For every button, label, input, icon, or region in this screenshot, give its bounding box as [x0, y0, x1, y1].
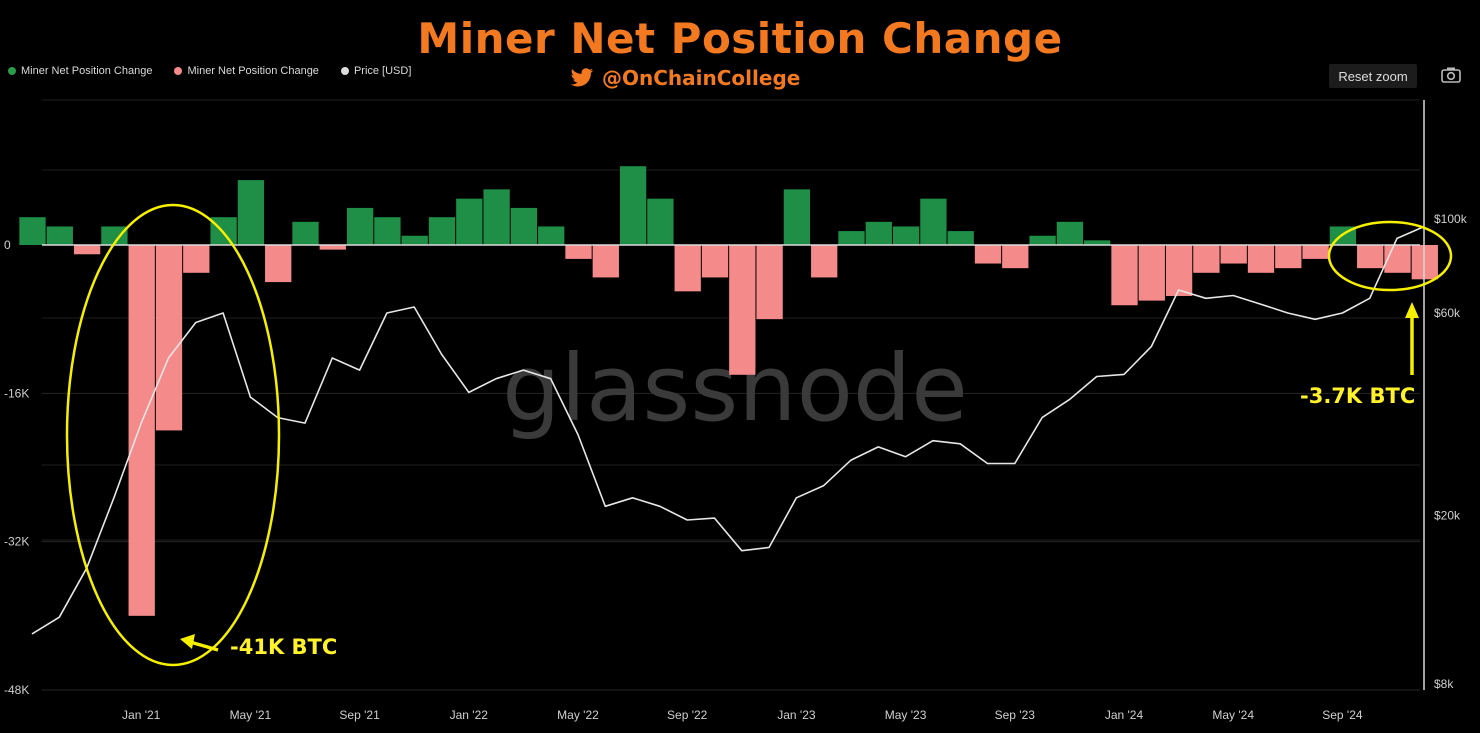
twitter-bird-icon [570, 68, 594, 87]
annotation-left: -41K BTC [230, 635, 337, 659]
bar [592, 245, 619, 278]
bar [619, 166, 647, 245]
x-tick: May '21 [230, 708, 272, 722]
bar [319, 245, 346, 250]
bar [1275, 245, 1302, 269]
x-tick: Sep '22 [667, 708, 708, 722]
bar [1084, 240, 1111, 245]
bar [510, 207, 538, 245]
x-tick: May '24 [1212, 708, 1254, 722]
y-axis-right: $100k $60k $20k $8k [1434, 212, 1468, 691]
arrow-up-icon [1405, 302, 1419, 375]
bar [538, 226, 565, 245]
bar [46, 226, 73, 245]
legend-dot-icon [8, 67, 16, 75]
bar [1247, 245, 1275, 273]
bar [1411, 245, 1438, 280]
bars-group [19, 166, 1438, 616]
bar [292, 221, 319, 245]
bar [265, 245, 292, 283]
legend-dot-icon [340, 67, 349, 75]
highlight-ellipse-left [65, 203, 281, 667]
x-tick: Jan '24 [1105, 708, 1144, 722]
bar [565, 245, 592, 259]
y-right-tick: $20k [1434, 508, 1461, 522]
bar [19, 217, 46, 245]
annotation-right: -3.7K BTC [1300, 384, 1415, 408]
bar [974, 245, 1002, 264]
x-axis: Jan '21 May '21 Sep '21 Jan '22 May '22 Sep '… [122, 708, 1363, 722]
bar [647, 198, 674, 245]
twitter-handle: @OnChainCollege [570, 66, 800, 90]
bar [783, 189, 811, 245]
bar [865, 221, 892, 245]
reset-zoom-button[interactable]: Reset zoom [1329, 64, 1417, 88]
legend-dot-icon [174, 67, 183, 75]
bar [483, 189, 510, 245]
y-right-tick: $60k [1434, 306, 1461, 320]
bar [1302, 245, 1329, 259]
bar [401, 235, 428, 245]
legend-item-negative[interactable]: Miner Net Position Change [174, 65, 319, 77]
bar [674, 245, 701, 292]
bar [729, 245, 756, 375]
y-right-tick: $100k [1434, 212, 1468, 226]
y-right-tick: $8k [1434, 677, 1454, 691]
bar [128, 245, 155, 616]
bar [1220, 245, 1247, 264]
y-left-tick: -32K [4, 535, 29, 549]
bar [1357, 245, 1384, 269]
legend-label: Miner Net Position Change [21, 65, 153, 77]
bar [346, 207, 374, 245]
legend-item-price[interactable]: Price [USD] [340, 65, 412, 77]
x-tick: Jan '21 [122, 708, 161, 722]
legend-label: Miner Net Position Change [187, 65, 319, 77]
y-axis-left: 0 -16K -32K -48K [4, 238, 29, 697]
bar [1138, 245, 1165, 301]
chart-legend: Miner Net Position Change Miner Net Posi… [8, 65, 411, 77]
bar [701, 245, 729, 278]
x-tick: May '23 [885, 708, 927, 722]
bar [947, 231, 974, 245]
y-left-tick: -16K [4, 386, 29, 400]
x-tick: Sep '21 [339, 708, 380, 722]
bar [1002, 245, 1029, 269]
bar [101, 226, 128, 245]
highlight-ellipse-right [1327, 220, 1453, 292]
bar [920, 198, 947, 245]
y-left-tick: -48K [4, 683, 29, 697]
x-tick: May '22 [557, 708, 599, 722]
bar [237, 180, 265, 245]
bar [1029, 235, 1056, 245]
bar [1165, 245, 1193, 296]
chart-title: Miner Net Position Change [417, 14, 1063, 63]
x-tick: Sep '24 [1322, 708, 1363, 722]
legend-label: Price [USD] [353, 65, 412, 77]
x-tick: Sep '23 [995, 708, 1036, 722]
bar [73, 245, 101, 255]
bar [183, 245, 210, 273]
bar [892, 226, 920, 245]
price-line [31, 225, 1425, 635]
bar [155, 245, 183, 431]
bar [811, 245, 838, 278]
bar [838, 231, 865, 245]
bar [456, 198, 483, 245]
legend-item-positive[interactable]: Miner Net Position Change [8, 65, 152, 77]
bar [1384, 245, 1411, 273]
x-tick: Jan '23 [777, 708, 816, 722]
bar [374, 217, 401, 245]
y-left-tick: 0 [4, 238, 11, 252]
x-tick: Jan '22 [450, 708, 489, 722]
bar [756, 245, 783, 320]
arrow-left-icon [180, 634, 219, 652]
bar [1111, 245, 1138, 306]
handle-text: @OnChainCollege [602, 66, 801, 90]
bar [1193, 245, 1220, 273]
bar [1056, 221, 1084, 245]
bar [428, 217, 456, 245]
camera-icon[interactable] [1441, 66, 1461, 84]
